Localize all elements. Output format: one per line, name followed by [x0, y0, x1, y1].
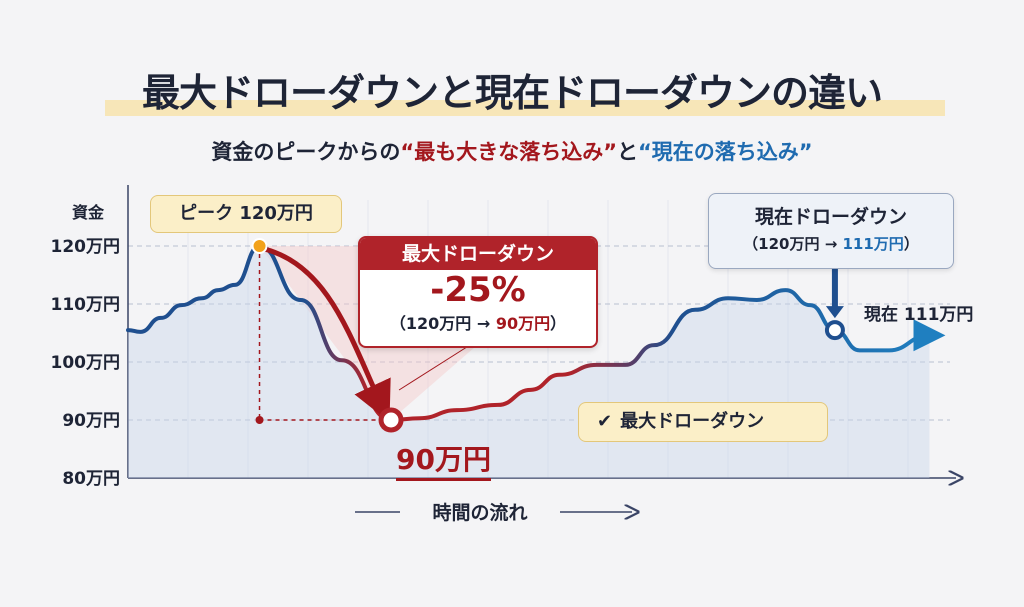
cd-detail-open: （120万円 → [743, 235, 843, 253]
title-highlight [105, 100, 945, 116]
y-axis-label: 資金 [72, 203, 105, 222]
peak-point [251, 238, 268, 254]
subtitle-mid: と [617, 140, 638, 164]
md-detail-value: 90万円 [495, 314, 551, 333]
max-drawdown-callout: 最大ドローダウン -25% （120万円 → 90万円） [358, 236, 598, 348]
subtitle-pre: 資金のピークからの [211, 140, 401, 164]
max-drawdown-badge: ✔ 最大ドローダウン [578, 402, 828, 442]
current-value-label: 現在 111万円 [864, 305, 974, 325]
max-drawdown-percent: -25% [430, 270, 526, 310]
check-icon: ✔ [597, 411, 613, 432]
y-tick-label: 80万円 [62, 469, 120, 489]
series-line [126, 243, 946, 423]
max-drawdown-title: 最大ドローダウン [360, 238, 596, 270]
trough-level-dot [255, 416, 264, 424]
callout-pointer [398, 344, 471, 391]
max-drawdown-badge-label: 最大ドローダウン [620, 411, 765, 432]
current-point [824, 320, 845, 341]
subtitle-current: “現在の落ち込み” [638, 140, 813, 164]
y-tick-label: 100万円 [51, 353, 121, 373]
current-drawdown-title: 現在ドローダウン [754, 206, 907, 228]
page-title: 最大ドローダウンと現在ドローダウンの違い [141, 71, 883, 115]
peak-callout: ピーク 120万円 [150, 195, 342, 233]
y-tick-label: 90万円 [62, 411, 120, 431]
current-arrow-head [825, 306, 844, 319]
drawdown-arrow [263, 246, 391, 423]
md-detail-open: （120万円 → [389, 314, 496, 333]
cd-detail-close: ） [903, 235, 919, 253]
x-axis-label: 時間の流れ [432, 501, 527, 524]
md-detail-close: ） [550, 314, 567, 333]
y-tick-label: 110万円 [51, 295, 121, 315]
cd-detail-value: 111万円 [842, 235, 904, 253]
trough-label: 90万円 [396, 438, 491, 481]
subtitle: 資金のピークからの“最も大きな落ち込み”と“現在の落ち込み” [0, 136, 1024, 166]
current-drawdown-callout: 現在ドローダウン （120万円 → 111万円） [708, 193, 954, 269]
y-tick-label: 120万円 [51, 237, 121, 257]
subtitle-max: “最も大きな落ち込み” [400, 140, 617, 164]
trough-point [378, 407, 404, 433]
